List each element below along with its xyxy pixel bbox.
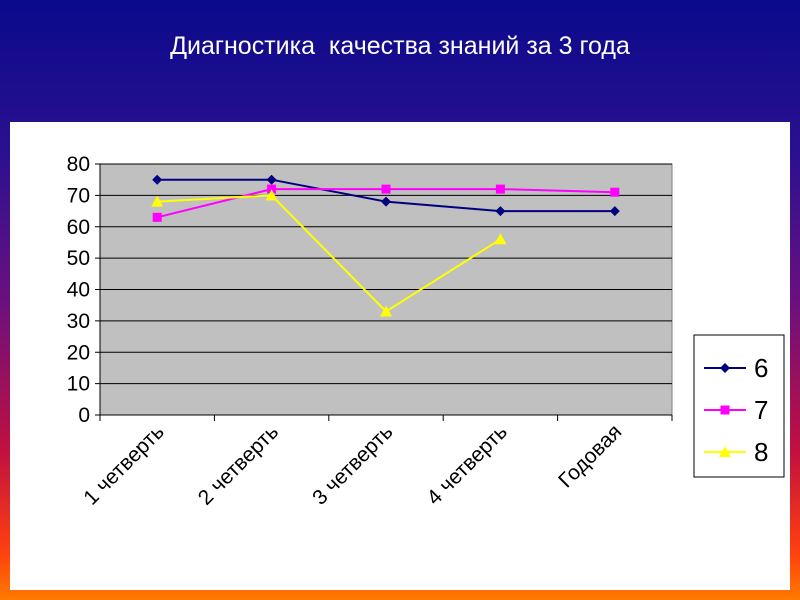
slide-title: Диагностика качества знаний за 3 года: [170, 32, 630, 60]
line-chart: 0 10 20 30 40 50 60 70 80 1 четверть 2 четверть 3 ч…: [67, 153, 785, 510]
data-point-series-6: [266, 174, 277, 185]
data-point-series-7: [495, 184, 505, 194]
legend-label-6: 6: [754, 353, 768, 383]
y-tick-label: 10: [67, 373, 90, 396]
data-point-series-8: [265, 189, 278, 201]
x-tick-label: 2 четверть: [194, 420, 283, 509]
y-tick-label: 40: [67, 279, 90, 302]
series-line-8: [157, 194, 501, 313]
legend-marker-7: [720, 405, 730, 415]
y-tick-label: 0: [78, 404, 90, 427]
data-point-series-6: [609, 206, 620, 217]
x-tick-label: 3 четверть: [308, 420, 397, 509]
data-point-series-7: [610, 187, 620, 197]
y-tick-label: 30: [67, 310, 90, 333]
legend-label-7: 7: [754, 395, 768, 425]
chart-panel: 0 10 20 30 40 50 60 70 80 1 четверть 2 четверть 3 ч…: [10, 122, 790, 590]
data-point-series-6: [495, 206, 506, 217]
y-tick-label: 50: [67, 247, 90, 270]
y-tick-label: 80: [67, 153, 90, 176]
legend-marker-8: [719, 446, 731, 457]
legend-label-8: 8: [754, 437, 768, 467]
y-tick-label: 20: [67, 341, 90, 364]
x-tick-label: 1 четверть: [79, 420, 168, 509]
data-point-series-7: [381, 184, 391, 194]
x-tick-label: 4 четверть: [423, 420, 512, 509]
legend-box: [693, 334, 785, 478]
y-tick-label: 60: [67, 216, 90, 239]
data-point-series-8: [380, 305, 392, 317]
data-point-series-6: [152, 174, 163, 185]
data-point-series-8: [494, 233, 507, 245]
x-tick-label: Годовая: [554, 420, 626, 492]
data-point-series-7: [152, 212, 162, 222]
data-point-series-8: [151, 195, 164, 207]
data-point-series-6: [381, 196, 391, 207]
y-tick-label: 70: [67, 184, 90, 207]
data-point-series-7: [267, 184, 277, 194]
legend-marker-6: [720, 363, 730, 373]
